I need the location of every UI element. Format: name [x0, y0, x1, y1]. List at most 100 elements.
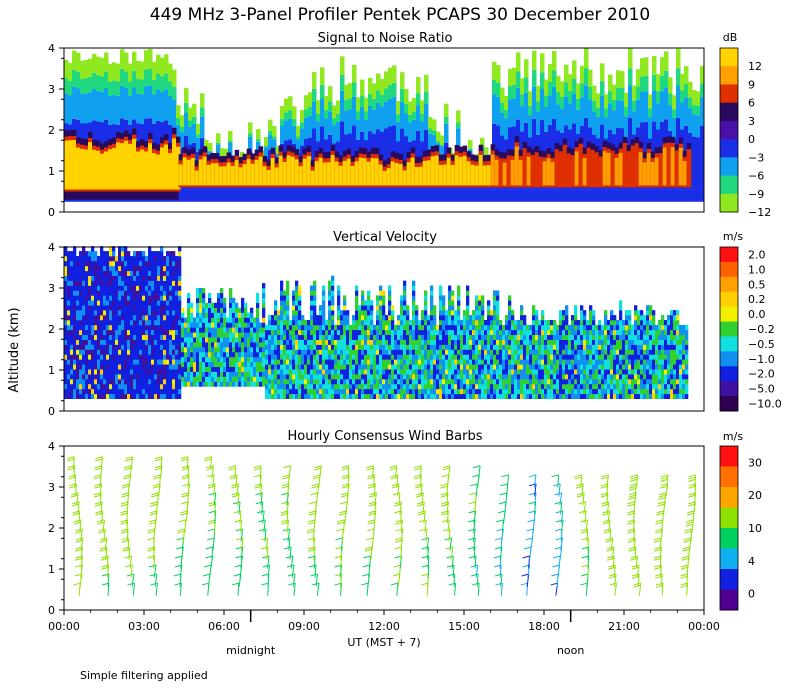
velocity-cell	[532, 339, 536, 345]
snr-cell	[136, 151, 141, 190]
velocity-cell	[571, 383, 575, 390]
velocity-cell	[457, 329, 461, 336]
velocity-cell	[193, 356, 197, 363]
velocity-cell	[577, 393, 581, 399]
velocity-cell	[202, 356, 206, 363]
velocity-cell	[574, 354, 578, 360]
velocity-cell	[124, 344, 128, 350]
velocity-cell	[367, 379, 371, 385]
velocity-cell	[178, 388, 182, 395]
velocity-cell	[391, 329, 395, 336]
velocity-cell	[178, 393, 182, 399]
velocity-cell	[196, 302, 200, 308]
velocity-cell	[376, 324, 380, 331]
velocity-cell	[502, 329, 506, 336]
velocity-cell	[178, 295, 182, 301]
velocity-cell	[88, 329, 92, 336]
snr-cell	[344, 84, 349, 101]
velocity-cell	[91, 383, 95, 390]
velocity-cell	[265, 354, 269, 360]
snr-cell	[148, 49, 153, 69]
velocity-cell	[154, 251, 158, 257]
velocity-cell	[247, 376, 251, 382]
velocity-cell	[478, 295, 482, 301]
velocity-cell	[187, 366, 191, 372]
velocity-cell	[367, 300, 371, 306]
velocity-cell	[388, 364, 392, 370]
velocity-cell	[481, 324, 485, 331]
velocity-cell	[319, 329, 323, 336]
figure-title: 449 MHz 3-Panel Profiler Pentek PCAPS 30…	[150, 5, 650, 25]
velocity-cell	[460, 379, 464, 385]
velocity-cell	[385, 354, 389, 360]
velocity-cell	[319, 334, 323, 340]
velocity-cell	[130, 369, 134, 375]
velocity-cell	[142, 300, 146, 306]
velocity-cell	[574, 344, 578, 350]
velocity-cell	[541, 344, 545, 350]
velocity-cell	[355, 319, 359, 326]
velocity-cell	[91, 310, 95, 316]
velocity-cell	[244, 337, 248, 343]
velocity-cell	[289, 354, 293, 360]
velocity-cell	[232, 381, 236, 387]
velocity-cell	[343, 329, 347, 336]
velocity-cell	[430, 344, 434, 350]
velocity-cell	[364, 329, 368, 336]
velocity-cell	[217, 297, 221, 304]
velocity-cell	[328, 359, 332, 365]
velocity-cell	[94, 305, 98, 311]
velocity-cell	[508, 383, 512, 390]
velocity-cell	[76, 383, 80, 390]
velocity-cell	[583, 388, 587, 395]
velocity-cell	[427, 383, 431, 390]
velocity-cell	[313, 300, 317, 306]
velocity-cell	[190, 356, 194, 363]
velocity-cell	[376, 334, 380, 340]
velocity-cell	[145, 349, 149, 355]
velocity-cell	[169, 285, 173, 291]
velocity-cell	[346, 383, 350, 390]
velocity-cell	[235, 327, 239, 333]
velocity-cell	[70, 354, 74, 360]
snr-cell	[124, 71, 129, 89]
velocity-cell	[286, 280, 290, 286]
velocity-cell	[217, 327, 221, 333]
velocity-cell	[538, 354, 542, 360]
velocity-cell	[568, 324, 572, 331]
snr-cell	[582, 157, 588, 186]
snr-cell	[656, 90, 661, 104]
velocity-cell	[328, 305, 332, 311]
velocity-cell	[397, 319, 401, 326]
velocity-cell	[376, 349, 380, 355]
velocity-cell	[274, 379, 278, 385]
velocity-cell	[583, 379, 587, 385]
velocity-cell	[283, 290, 287, 296]
snr-cell	[604, 117, 609, 139]
velocity-cell	[136, 344, 140, 350]
velocity-cell	[169, 310, 173, 316]
snr-cell	[392, 97, 397, 126]
velocity-cell	[346, 369, 350, 375]
velocity-cell	[112, 300, 116, 306]
snr-cell	[564, 96, 569, 126]
velocity-cell	[136, 275, 140, 281]
velocity-cell	[172, 315, 176, 321]
snr-cell	[84, 78, 89, 94]
snr-cell	[284, 189, 289, 202]
velocity-cell	[568, 369, 572, 375]
velocity-cell	[550, 339, 554, 345]
velocity-cell	[253, 322, 257, 328]
velocity-cell	[79, 393, 83, 399]
velocity-cell	[151, 364, 155, 370]
velocity-cell	[361, 329, 365, 336]
snr-cell	[524, 92, 529, 123]
snr-cell	[404, 113, 409, 137]
velocity-cell	[379, 344, 383, 350]
velocity-cell	[445, 310, 449, 316]
velocity-cell	[148, 393, 152, 399]
velocity-cell	[151, 315, 155, 321]
velocity-cell	[283, 369, 287, 375]
velocity-cell	[133, 334, 137, 340]
snr-cell	[248, 189, 253, 202]
